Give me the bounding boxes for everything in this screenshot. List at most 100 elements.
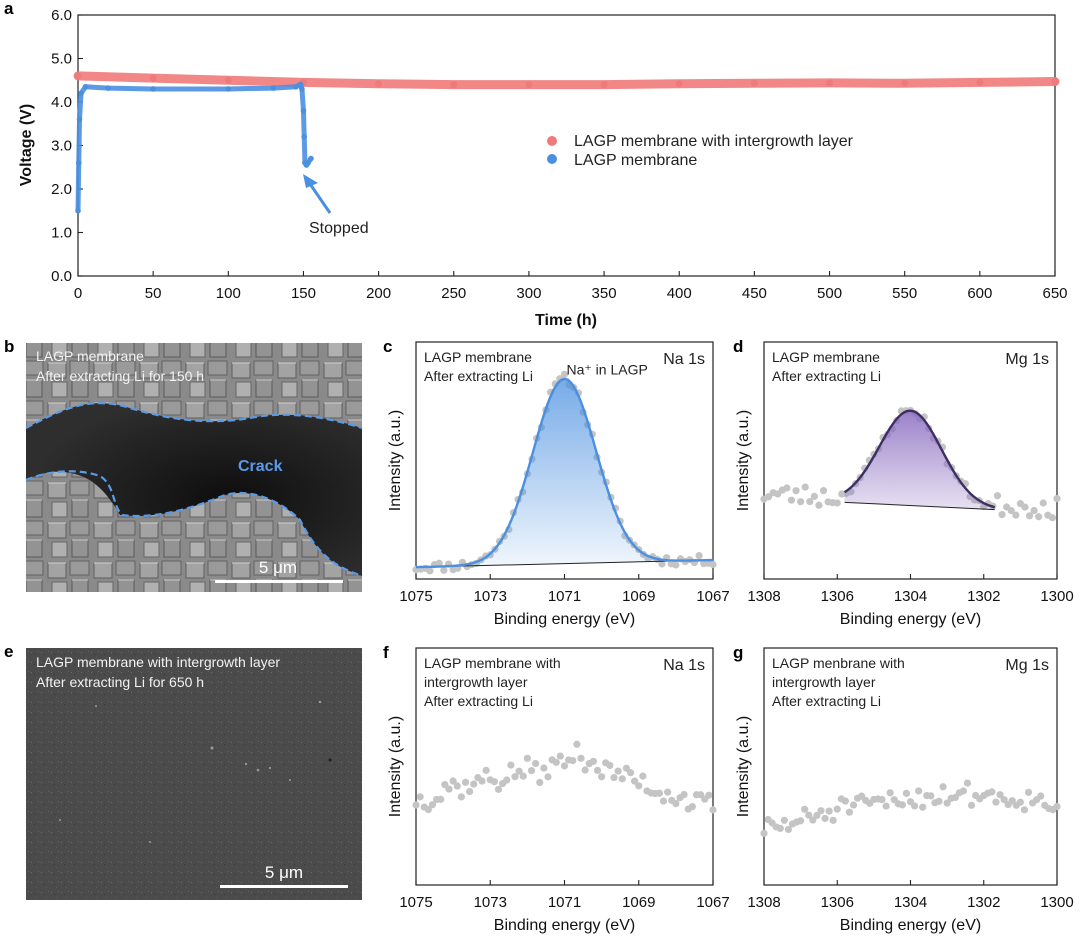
data-point-g	[882, 802, 890, 810]
y-axis-label-a: Voltage (V)	[18, 104, 35, 186]
data-point-f	[705, 791, 713, 799]
data-point-d	[833, 499, 841, 507]
x-tick-label-f: 1075	[399, 894, 432, 911]
data-point-f	[618, 775, 626, 783]
data-point-f	[536, 778, 544, 787]
data-point-f	[598, 773, 606, 781]
data-point-lagp	[270, 85, 277, 91]
panel-g-xps-mg: g 1308 1306 1304 1302 1300 Binding energy (eV)…	[733, 643, 1074, 934]
data-point-f	[466, 787, 474, 796]
data-point-g	[959, 787, 968, 795]
data-point-lagp	[305, 160, 311, 166]
data-point-lagp	[82, 83, 89, 90]
data-point-f	[527, 767, 536, 775]
x-tick-label-c: 1075	[399, 588, 432, 605]
x-tick-label-d: 1302	[967, 588, 1000, 605]
data-point-f	[589, 757, 597, 765]
x-tick-label-a: 0	[74, 285, 82, 302]
baseline-d	[844, 501, 995, 511]
data-point-d	[815, 501, 823, 509]
data-point-f	[672, 800, 680, 808]
data-point-f	[540, 764, 548, 772]
info-line-g: LAGP menbrane with	[772, 655, 905, 671]
x-tick-label-f: 1067	[696, 894, 729, 911]
x-tick-label-a: 150	[291, 285, 316, 302]
plot-frame-a	[77, 14, 1056, 277]
x-tick-label-f: 1073	[474, 894, 507, 911]
data-point-f	[560, 762, 569, 770]
series-line-intergrowth	[73, 71, 1060, 90]
panel-f-xps-na: f 1075 1073 1071 1069 1067 Binding energy (eV)…	[383, 643, 730, 934]
crack-label: Crack	[238, 458, 283, 475]
fit-curve-c	[415, 377, 714, 569]
data-point-intergrowth	[901, 79, 909, 87]
data-point-intergrowth	[375, 80, 383, 88]
data-point-d	[1012, 511, 1020, 519]
info-line-g: After extracting Li	[772, 693, 881, 709]
data-point-intergrowth	[149, 74, 157, 82]
data-point-d	[1025, 512, 1034, 520]
data-point-intergrowth	[74, 72, 82, 80]
data-point-d	[810, 492, 818, 500]
x-tick-label-f: 1071	[548, 894, 581, 911]
data-point-g	[825, 807, 833, 815]
info-line-d: After extracting Li	[772, 368, 881, 384]
data-point-d	[764, 493, 773, 501]
x-tick-label-g: 1300	[1040, 894, 1073, 911]
y-tick-label-a: 6.0	[51, 7, 72, 24]
y-tick-label-a: 5.0	[51, 51, 72, 68]
data-point-f	[581, 766, 589, 774]
legend-label-lagp: LAGP membrane	[574, 152, 697, 169]
data-point-lagp	[76, 116, 83, 123]
data-point-d	[1035, 513, 1043, 521]
data-point-lagp	[299, 86, 305, 92]
x-tick-label-g: 1302	[967, 894, 1000, 911]
data-point-g	[1024, 788, 1033, 796]
data-point-f	[424, 805, 432, 814]
data-point-intergrowth	[976, 78, 984, 86]
data-point-lagp	[105, 85, 111, 91]
data-point-g	[817, 807, 825, 815]
data-point-g	[988, 788, 996, 796]
y-tick-label-a: 4.0	[51, 94, 72, 111]
y-axis-label-f: Intensity (a.u.)	[387, 716, 404, 817]
data-point-f	[449, 777, 457, 785]
data-point-c	[709, 560, 717, 568]
y-tick-label-a: 2.0	[51, 181, 72, 198]
x-tick-label-a: 600	[967, 285, 992, 302]
y-tick-label-a: 3.0	[51, 138, 72, 155]
panel-b-sem-image: b Crack LAGP membrane After extracting L…	[4, 337, 363, 592]
data-point-g	[805, 811, 813, 819]
data-point-f	[453, 782, 461, 790]
data-point-g	[1016, 798, 1024, 806]
x-tick-label-a: 650	[1042, 285, 1067, 302]
x-tick-label-c: 1071	[548, 588, 581, 605]
data-point-f	[523, 754, 531, 762]
scale-bar-e	[220, 885, 348, 888]
data-point-d	[806, 498, 814, 506]
x-tick-label-a: 450	[742, 285, 767, 302]
series-line-lagp	[75, 82, 314, 214]
sem-b-caption-line2: After extracting Li for 150 h	[36, 368, 204, 384]
data-point-g	[776, 824, 784, 833]
stopped-label: Stopped	[309, 220, 369, 237]
data-point-g	[927, 792, 935, 800]
data-point-f	[515, 767, 523, 775]
data-point-intergrowth	[750, 79, 758, 87]
x-tick-label-d: 1304	[894, 588, 927, 605]
data-point-c	[440, 566, 448, 574]
spectrum-title-d: Mg 1s	[1005, 351, 1049, 368]
data-point-f	[577, 754, 585, 762]
data-point-f	[532, 759, 540, 768]
y-axis-label-d: Intensity (a.u.)	[735, 410, 752, 511]
panel-a-voltage-chart: a 0 50 100 150 200 250 300 350 400 450 500 550 600 65…	[4, 0, 1068, 329]
data-point-c	[672, 561, 680, 569]
sem-e-caption-line2: After extracting Li for 650 h	[36, 674, 204, 690]
panel-d-xps-mg: d 1308 1306 1304 1302 1300 Binding energy (eV)…	[733, 337, 1074, 628]
data-point-g	[1053, 802, 1061, 811]
data-point-d	[801, 483, 809, 491]
panel-e-sem-image: e LAGP membrane with intergrowth layer A…	[4, 642, 362, 900]
data-point-g	[813, 811, 821, 820]
data-point-g	[992, 798, 1000, 806]
